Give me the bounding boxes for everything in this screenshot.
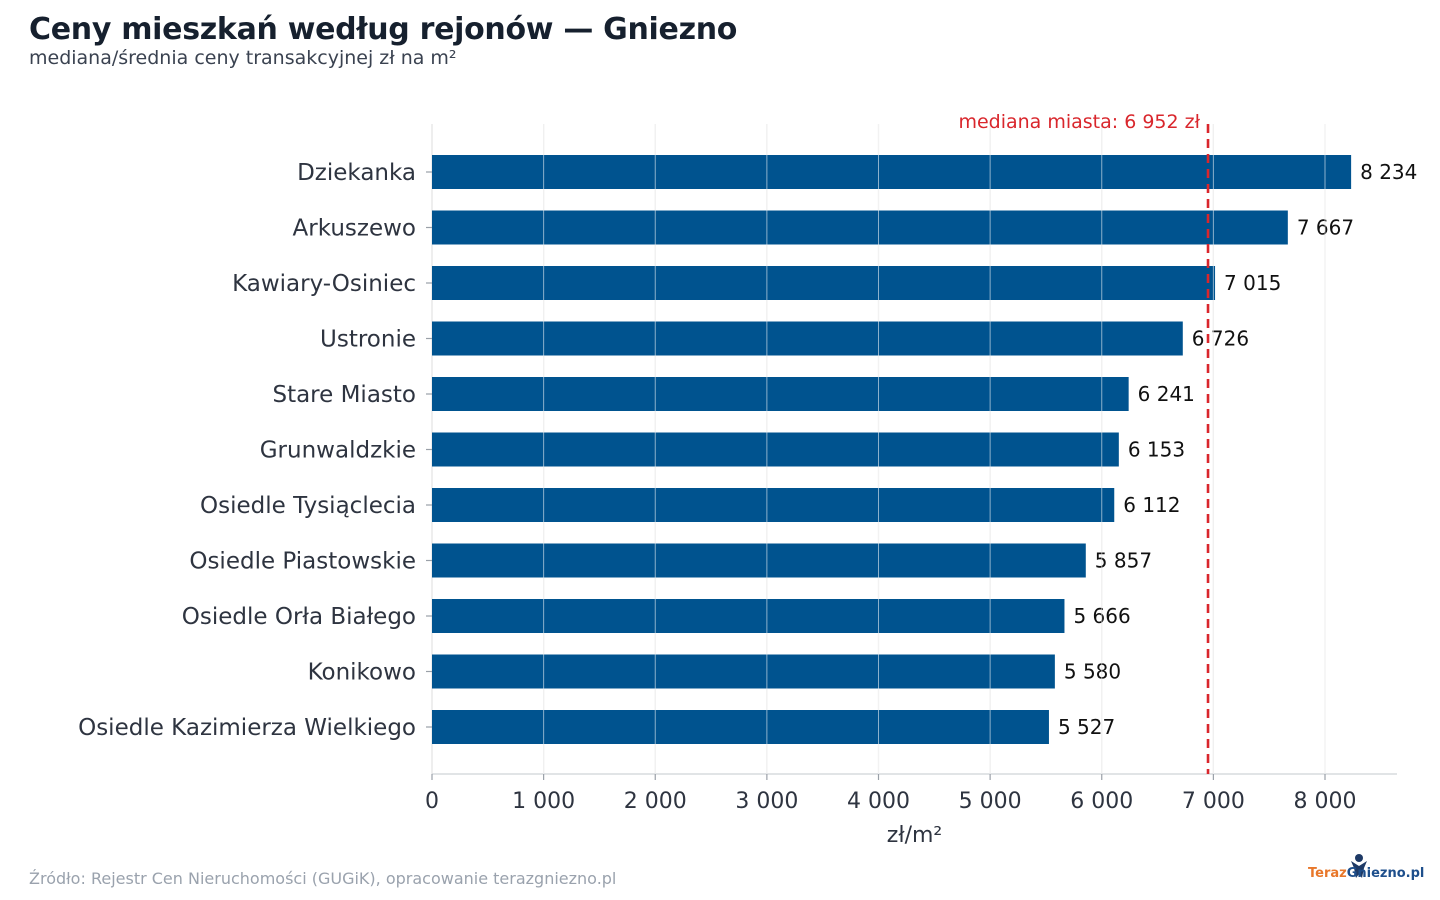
bar <box>432 432 1119 467</box>
chart-subtitle: mediana/średnia ceny transakcyjnej zł na… <box>29 47 457 69</box>
value-label: 7 015 <box>1224 271 1281 295</box>
category-label: Osiedle Orła Białego <box>182 604 416 630</box>
category-label: Kawiary-Osiniec <box>232 271 416 297</box>
person-icon <box>1351 854 1367 878</box>
x-tick-label: 5 000 <box>959 789 1022 814</box>
category-label: Konikowo <box>308 660 416 686</box>
category-label: Arkuszewo <box>293 216 416 242</box>
site-logo: TerazGniezno.pl <box>1300 852 1424 888</box>
bar <box>432 377 1129 411</box>
bar <box>432 321 1183 356</box>
x-axis-title: zł/m² <box>887 823 942 848</box>
x-tick-label: 4 000 <box>847 789 910 814</box>
value-label: 6 726 <box>1192 327 1249 351</box>
x-tick-label: 8 000 <box>1294 789 1357 814</box>
category-label: Osiedle Tysiąclecia <box>200 493 416 519</box>
bar <box>432 543 1086 578</box>
x-tick-label: 2 000 <box>624 789 687 814</box>
bar <box>432 155 1352 189</box>
value-label: 5 857 <box>1095 549 1152 573</box>
x-tick-label: 6 000 <box>1070 789 1133 814</box>
category-label: Osiedle Kazimierza Wielkiego <box>78 715 416 741</box>
x-tick-label: 1 000 <box>512 789 575 814</box>
value-label: 5 527 <box>1058 715 1115 739</box>
source-note: Źródło: Rejestr Cen Nieruchomości (GUGiK… <box>29 869 617 888</box>
bar <box>432 599 1065 633</box>
bar <box>432 210 1288 245</box>
category-label: Stare Miasto <box>272 382 416 408</box>
logo-text-pl: .pl <box>1405 866 1425 881</box>
value-label: 5 580 <box>1064 660 1121 684</box>
bar <box>432 266 1216 300</box>
x-tick-label: 0 <box>425 789 439 814</box>
value-label: 6 112 <box>1123 493 1180 517</box>
chart-title: Ceny mieszkań według rejonów — Gniezno <box>29 12 738 47</box>
bar <box>432 710 1049 744</box>
x-tick-label: 3 000 <box>735 789 798 814</box>
logo-text-teraz: Teraz <box>1308 866 1347 881</box>
value-label: 8 234 <box>1360 160 1417 184</box>
bar <box>432 488 1115 522</box>
x-tick-label: 7 000 <box>1182 789 1245 814</box>
category-label: Dziekanka <box>297 160 416 186</box>
category-label: Grunwaldzkie <box>260 438 416 464</box>
category-label: Osiedle Piastowskie <box>189 549 416 575</box>
value-label: 6 241 <box>1138 382 1195 406</box>
value-label: 6 153 <box>1128 438 1185 462</box>
category-label: Ustronie <box>320 327 416 353</box>
bar <box>432 654 1055 689</box>
logo-text-gniezno: Gniezno <box>1346 866 1406 881</box>
median-reference-label: mediana miasta: 6 952 zł <box>958 111 1200 133</box>
